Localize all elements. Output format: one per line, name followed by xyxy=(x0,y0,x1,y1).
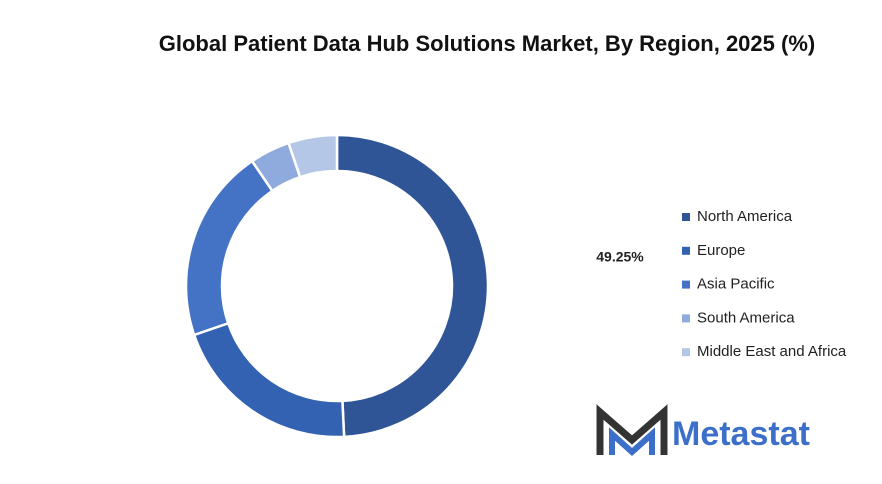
legend-label: South America xyxy=(697,309,795,326)
legend-marker xyxy=(682,246,690,255)
donut-segment xyxy=(335,133,490,439)
chart-title: Global Patient Data Hub Solutions Market… xyxy=(158,31,816,56)
legend-label: Asia Pacific xyxy=(697,276,775,293)
donut-segment xyxy=(192,321,346,439)
logo-text: Metastat xyxy=(672,415,810,453)
legend-label: North America xyxy=(697,208,793,225)
legend-label: Europe xyxy=(697,242,745,259)
legend-label: Middle East and Africa xyxy=(697,343,847,360)
donut-segment xyxy=(286,133,339,179)
legend-marker xyxy=(682,280,690,289)
legend-marker xyxy=(682,213,690,221)
legend-marker xyxy=(682,314,690,323)
donut-segment xyxy=(184,159,275,337)
logo-icon xyxy=(596,404,668,457)
data-label: 49.25% xyxy=(596,249,644,265)
legend-marker xyxy=(682,348,690,357)
